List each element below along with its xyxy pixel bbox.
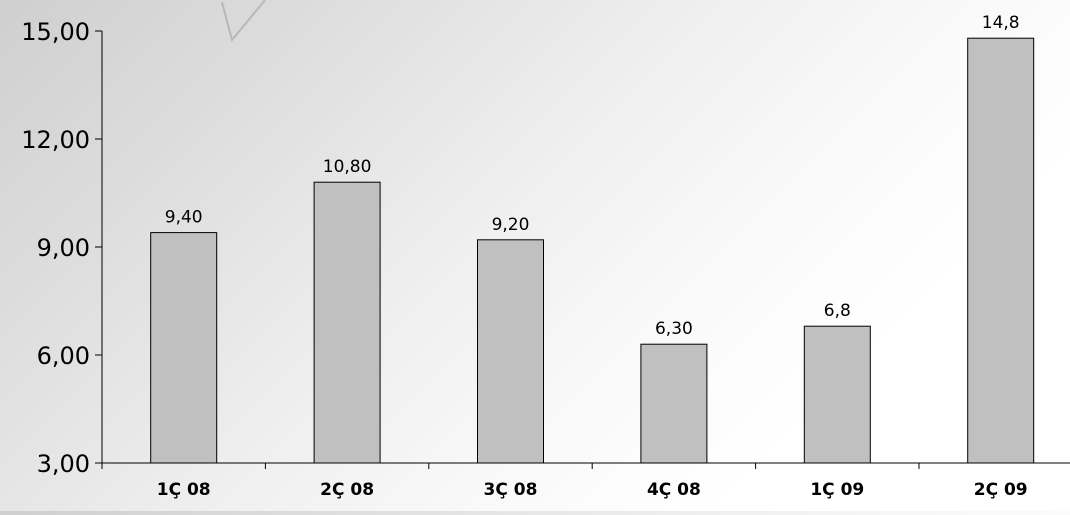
y-axis: 3,00 6,00 9,00 12,00 15,00 bbox=[21, 18, 103, 478]
y-tick-label: 15,00 bbox=[21, 18, 90, 46]
background-swoosh-decoration bbox=[221, 0, 266, 43]
x-tick-label: 3Ç 08 bbox=[484, 480, 538, 500]
data-label: 6,30 bbox=[655, 319, 693, 339]
bar bbox=[150, 232, 218, 464]
data-labels: 9,40 10,80 9,20 6,30 6,8 14,8 bbox=[165, 13, 1020, 339]
data-label: 9,20 bbox=[492, 215, 530, 235]
bar bbox=[640, 343, 708, 464]
x-tick-label: 1Ç 09 bbox=[810, 480, 864, 500]
x-tick-label: 4Ç 08 bbox=[647, 480, 701, 500]
x-axis: 1Ç 08 2Ç 08 3Ç 08 4Ç 08 1Ç 09 2Ç 09 bbox=[101, 462, 1070, 500]
data-label: 10,80 bbox=[323, 157, 372, 177]
y-tick-label: 3,00 bbox=[37, 450, 90, 478]
data-label: 14,8 bbox=[982, 13, 1020, 33]
bar bbox=[477, 239, 544, 464]
x-tick-label: 1Ç 08 bbox=[157, 480, 211, 500]
x-tick-label: 2Ç 09 bbox=[974, 480, 1028, 500]
data-label: 6,8 bbox=[824, 301, 851, 321]
bar bbox=[313, 181, 381, 464]
x-tick-label: 2Ç 08 bbox=[320, 480, 374, 500]
data-label: 9,40 bbox=[165, 208, 203, 228]
y-tick-label: 9,00 bbox=[37, 234, 90, 262]
y-tick-label: 6,00 bbox=[37, 342, 90, 370]
bar bbox=[803, 325, 871, 464]
y-tick-label: 12,00 bbox=[21, 126, 90, 154]
bar-series bbox=[150, 37, 1035, 464]
bar bbox=[967, 37, 1035, 464]
